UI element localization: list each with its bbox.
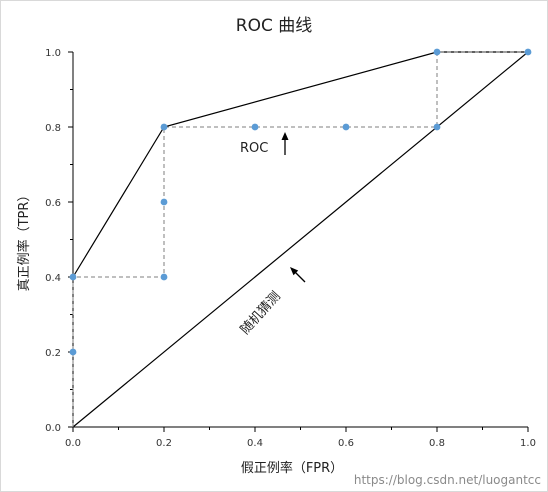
y-ticks: 0.0 0.2 0.4 0.6 0.8 1.0 [45, 48, 73, 434]
y-axis-label: 真正例率（TPR） [16, 189, 32, 292]
roc-point [524, 48, 532, 56]
points-layer [69, 48, 532, 356]
y-tick-label: 0.4 [45, 273, 61, 284]
x-tick-label: 0.8 [429, 438, 445, 449]
y-tick-label: 1.0 [45, 48, 61, 59]
roc-point [160, 198, 168, 206]
random-guess-annotation-arrowhead [290, 267, 299, 276]
random-guess-line [72, 51, 529, 428]
y-tick-label: 0.8 [45, 123, 61, 134]
y-tick-label: 0.6 [45, 198, 61, 209]
y-tick-label: 0.0 [45, 423, 61, 434]
roc-point [160, 273, 168, 281]
x-axis-label: 假正例率（FPR） [241, 460, 343, 476]
roc-annotation-arrowhead [281, 132, 289, 140]
step-path-line [72, 51, 528, 427]
roc-point [342, 123, 350, 131]
roc-curve-line [72, 51, 528, 278]
random-guess-annotation-label: 随机猜测 [238, 289, 284, 338]
chart-title: ROC 曲线 [236, 16, 312, 36]
roc-point [69, 348, 77, 356]
roc-point [69, 273, 77, 281]
roc-point [433, 48, 441, 56]
x-tick-label: 1.0 [520, 438, 536, 449]
roc-point [433, 123, 441, 131]
watermark-text: https://blog.csdn.net/luogantcc [354, 473, 541, 487]
roc-point [160, 123, 168, 131]
x-tick-label: 0.6 [338, 438, 354, 449]
y-tick-label: 0.2 [45, 348, 61, 359]
x-tick-label: 0.2 [156, 438, 172, 449]
series-layer [72, 51, 529, 428]
roc-annotation-label: ROC [240, 141, 268, 156]
x-tick-label: 0.0 [65, 438, 81, 449]
x-ticks: 0.0 0.2 0.4 0.6 0.8 1.0 [65, 427, 536, 449]
roc-point [251, 123, 259, 131]
x-tick-label: 0.4 [247, 438, 263, 449]
